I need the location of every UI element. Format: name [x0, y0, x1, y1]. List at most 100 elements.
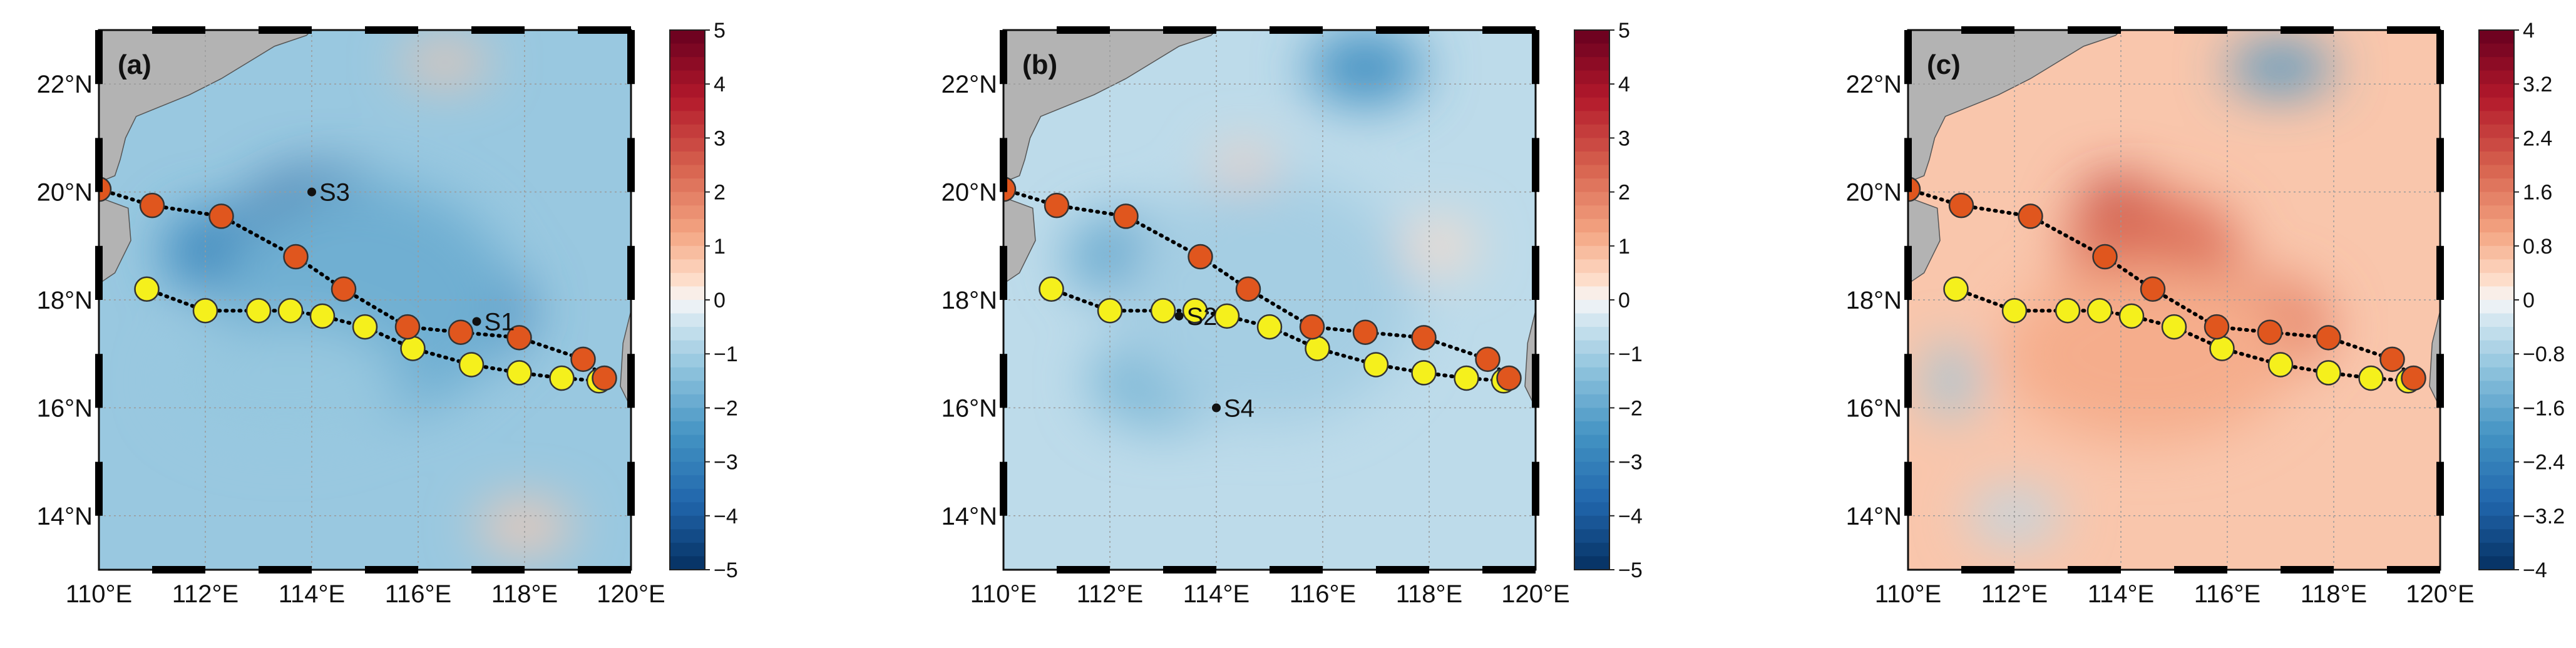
station-dot [1212, 403, 1221, 413]
lon-tick-label: 116°E [2194, 580, 2260, 608]
colorbar-segment [2479, 461, 2514, 476]
colorbar-segment [2479, 97, 2514, 112]
colorbar-segment [2479, 286, 2514, 301]
track-marker-orange [448, 319, 474, 345]
colorbar-segment [2479, 435, 2514, 449]
track-marker-yellow [1150, 297, 1176, 324]
colorbar-tick-label: −2 [1618, 396, 1643, 420]
colorbar-segment [2479, 542, 2514, 557]
colorbar-tick-label: −1 [714, 342, 738, 366]
track-marker-orange [139, 192, 165, 219]
colorbar-segment [670, 488, 705, 503]
station-label: S4 [1224, 394, 1255, 422]
colorbar-segment [670, 313, 705, 327]
hainan-land [1908, 197, 1941, 285]
colorbar-segment [670, 245, 705, 260]
anomaly-patch [1213, 147, 1273, 183]
colorbar-tick-label: 2 [714, 181, 726, 205]
colorbar-segment [670, 138, 705, 152]
colorbar-tick-label: 2.4 [2523, 126, 2552, 150]
lon-tick-label: 112°E [172, 580, 239, 608]
colorbar-tick-label: 0 [1618, 289, 1630, 312]
track-marker-yellow [1943, 276, 1969, 302]
colorbar-segment [670, 461, 705, 476]
track-marker-yellow [1039, 276, 1064, 302]
track-marker-orange [2379, 346, 2405, 373]
lon-tick-label: 120°E [1501, 580, 1569, 608]
track-marker-orange [1235, 276, 1261, 302]
track-marker-yellow [352, 314, 378, 340]
hainan-land [99, 197, 131, 285]
track-marker-orange [331, 276, 357, 302]
track-marker-orange [2257, 319, 2283, 345]
track-marker-orange [1352, 319, 1378, 345]
track-line-yellow [1954, 287, 2410, 383]
lon-tick-label: 114°E [2088, 580, 2154, 608]
colorbar-tick-label: 0 [2523, 289, 2535, 312]
track-marker-orange [1496, 365, 1522, 391]
colorbar-tick-label: 0 [714, 289, 726, 312]
colorbar-segment [2479, 151, 2514, 166]
track-marker-orange [208, 203, 234, 229]
track-marker-orange [1948, 192, 1974, 219]
anomaly-patch [168, 321, 403, 441]
panel-tag: (b) [1022, 49, 1057, 80]
track-line-yellow [1049, 287, 1506, 383]
colorbar-segment [2479, 475, 2514, 490]
colorbar-segment [1574, 367, 1609, 382]
colorbar-segment [670, 70, 705, 85]
lat-tick-label: 16°N [942, 394, 997, 422]
anomaly-patch [2227, 44, 2334, 92]
colorbar-segment [1574, 354, 1609, 368]
colorbar-segment [2479, 272, 2514, 287]
colorbar-segment [1574, 542, 1609, 557]
colorbar-segment [1574, 97, 1609, 112]
colorbar-tick-label: 4 [714, 73, 726, 96]
track-marker-orange [2401, 365, 2426, 391]
colorbar-segment [670, 354, 705, 368]
colorbar-segment [670, 502, 705, 517]
colorbar-segment [1574, 205, 1609, 220]
colorbar-segment [670, 367, 705, 382]
colorbar-segment [1574, 138, 1609, 152]
colorbar-segment [670, 381, 705, 395]
lon-tick-label: 112°E [1981, 580, 2048, 608]
colorbar-tick-label: 1 [1618, 235, 1630, 259]
colorbar-segment [670, 84, 705, 98]
colorbar-segment [670, 556, 705, 570]
colorbar-segment [2479, 367, 2514, 382]
colorbar-segment [2479, 165, 2514, 179]
track-line-orange [1003, 187, 1511, 380]
lat-tick-label: 16°N [1846, 394, 1902, 422]
track-marker-orange [1188, 244, 1213, 270]
station-dot [307, 187, 316, 197]
colorbar-segment [670, 542, 705, 557]
colorbar-tick-label: −4 [1618, 505, 1643, 528]
colorbar-segment [2479, 232, 2514, 247]
colorbar-segment [2479, 327, 2514, 341]
colorbar-segment [1574, 272, 1609, 287]
colorbar-tick-label: 5 [1618, 19, 1630, 43]
colorbar-segment [1574, 57, 1609, 71]
track-marker-yellow [2086, 297, 2113, 324]
anomaly-patch [1404, 222, 1475, 270]
colorbar-segment [2479, 340, 2514, 354]
panel-tag: (a) [118, 49, 151, 80]
colorbar-segment [1574, 529, 1609, 543]
colorbar-segment [670, 515, 705, 530]
anomaly-patch [1306, 32, 1424, 104]
colorbar-segment [1574, 394, 1609, 409]
colorbar-tick-label: −0.8 [2523, 342, 2565, 366]
track-marker-yellow [2209, 336, 2235, 361]
colorbar-segment [1574, 245, 1609, 260]
colorbar-segment [1574, 124, 1609, 139]
colorbar-segment [2479, 529, 2514, 543]
track-marker-yellow [1097, 297, 1123, 324]
colorbar-segment [2479, 381, 2514, 395]
track-marker-yellow [1214, 303, 1240, 329]
colorbar-segment [1574, 111, 1609, 125]
colorbar-segment [1574, 219, 1609, 234]
colorbar-segment [2479, 421, 2514, 436]
colorbar-segment [1574, 151, 1609, 166]
track-marker-yellow [277, 297, 304, 324]
